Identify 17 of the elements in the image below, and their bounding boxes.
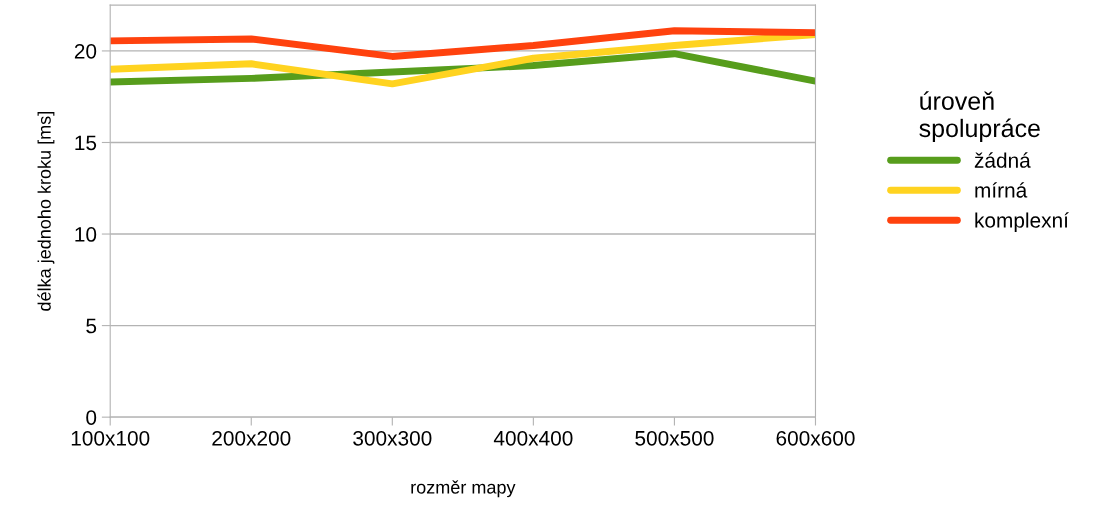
x-tick-label: 400x400	[493, 430, 573, 446]
x-tick-label: 500x500	[635, 430, 714, 446]
legend-label: mírná	[975, 182, 1028, 198]
x-tick-label: 200x200	[212, 430, 291, 446]
x-axis-title: rozměr mapy	[411, 480, 516, 498]
x-tick-label: 100x100	[71, 430, 150, 446]
y-tick-label: 15	[75, 135, 97, 151]
y-tick-label: 10	[75, 227, 97, 242]
legend-label: žádná	[974, 152, 1031, 168]
legend-title: úroveň spolupráce	[919, 91, 1040, 143]
y-tick-label: 5	[86, 318, 97, 334]
legend-label: komplexní	[975, 212, 1069, 232]
x-tick-label: 300x300	[353, 430, 432, 446]
y-tick-label: 20	[74, 43, 97, 59]
x-tick-label: 600x600	[776, 430, 855, 446]
y-axis-title: délka jednoho kroku [ms]	[37, 112, 55, 311]
y-tick-label: 0	[86, 410, 97, 425]
